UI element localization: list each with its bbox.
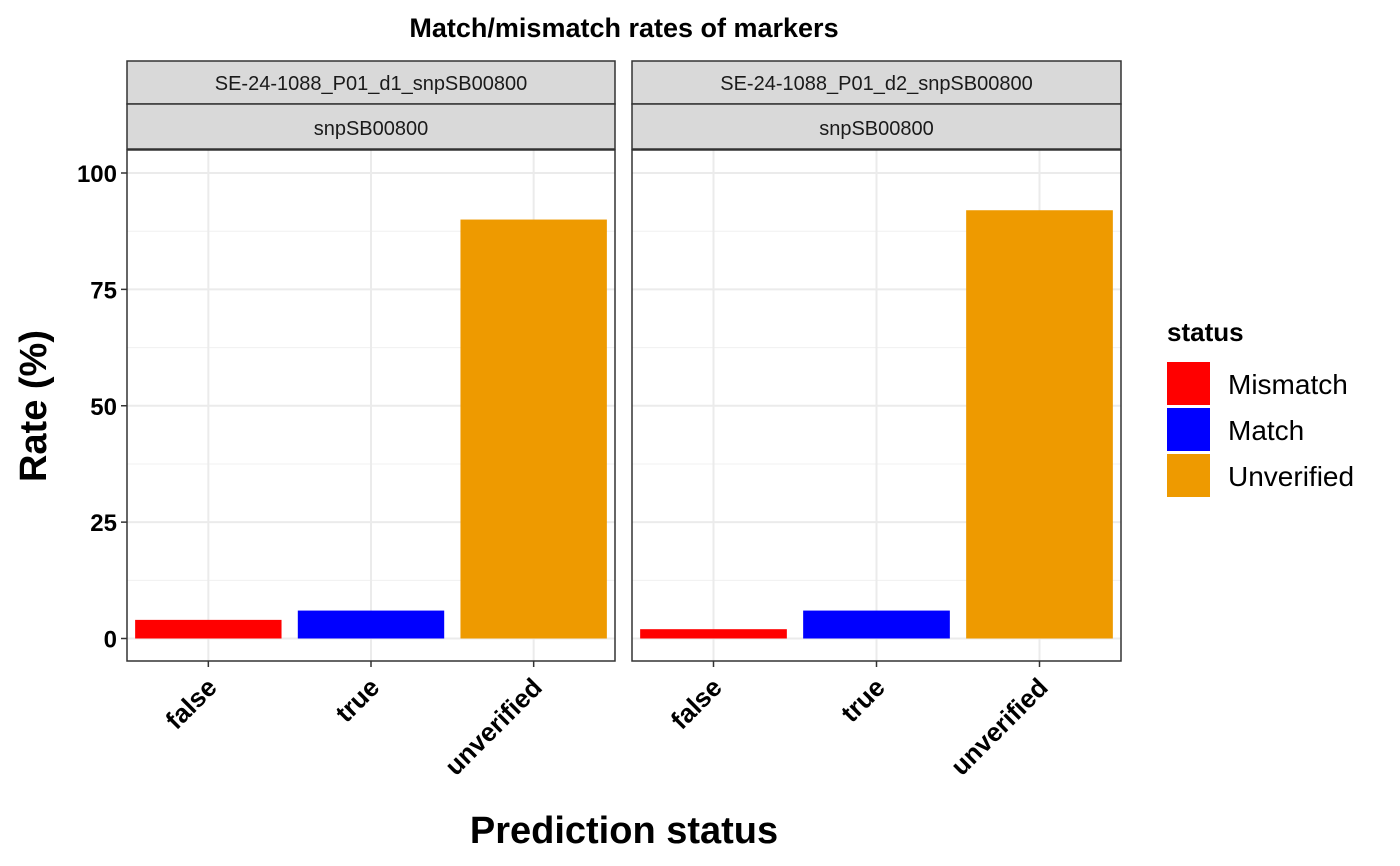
strip-bottom-bg — [631, 103, 1122, 150]
y-tick-label: 75 — [90, 277, 117, 304]
facet-panel-2: SE-24-1088_P01_d2_snpSB00800 snpSB00800 fa… — [631, 60, 1122, 781]
x-tick-label: true — [329, 672, 385, 728]
strip-top-bg — [631, 60, 1122, 105]
bar-false — [135, 619, 282, 639]
strip-top-label: SE-24-1088_P01_d2_snpSB00800 — [720, 73, 1032, 95]
y-tick-label: 100 — [77, 161, 117, 188]
legend-swatch — [1167, 362, 1210, 405]
x-tick-label: false — [665, 672, 728, 735]
legend-label: Unverified — [1228, 461, 1354, 492]
x-tick-label: false — [159, 672, 222, 735]
chart-title: Match/mismatch rates of markers — [409, 13, 838, 43]
y-tick-label: 25 — [90, 510, 117, 537]
bar-false — [640, 629, 787, 639]
x-tick-label: true — [835, 672, 891, 728]
strip-bottom-bg — [126, 103, 616, 150]
bar-unverified — [966, 210, 1113, 639]
facet-panels: SE-24-1088_P01_d1_snpSB00800 snpSB00800 fa… — [126, 60, 1122, 781]
legend-label: Mismatch — [1228, 369, 1348, 400]
y-axis-title: Rate (%) — [13, 330, 55, 482]
strip-top-label: SE-24-1088_P01_d1_snpSB00800 — [215, 73, 527, 95]
legend-label: Match — [1228, 415, 1304, 446]
legend-swatch — [1167, 454, 1210, 497]
strip-bottom-label: snpSB00800 — [314, 118, 429, 140]
legend-title: status — [1167, 317, 1244, 347]
facet-panel-1: SE-24-1088_P01_d1_snpSB00800 snpSB00800 fa… — [126, 60, 616, 781]
bar-true — [803, 610, 950, 639]
strip-bottom-label: snpSB00800 — [819, 118, 934, 140]
y-tick-label: 50 — [90, 394, 117, 421]
x-axis-title: Prediction status — [470, 810, 778, 852]
legend-swatch — [1167, 408, 1210, 451]
legend: status Mismatch Match Unverified — [1167, 317, 1354, 497]
x-tick-label: unverified — [439, 672, 548, 781]
x-tick-label: unverified — [945, 672, 1054, 781]
bar-true — [297, 610, 445, 639]
bar-unverified — [460, 219, 607, 639]
strip-top-bg — [126, 60, 616, 105]
y-tick-label: 0 — [104, 627, 117, 654]
y-axis-ticks: 0 25 50 75 100 — [77, 161, 127, 654]
